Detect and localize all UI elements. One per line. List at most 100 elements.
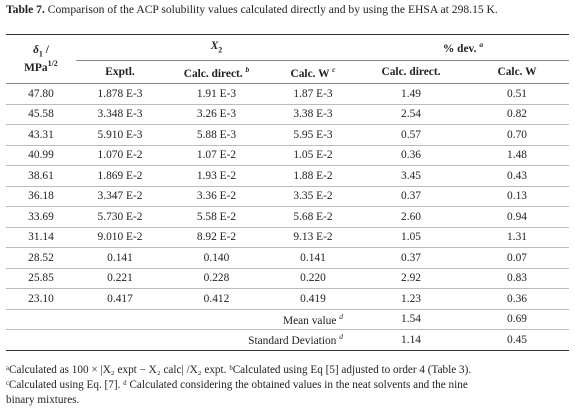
cell-calc-direct: 3.26 E-3: [164, 104, 269, 125]
header-row-1: δ1 / MPa1/2 X2 % dev. a: [6, 34, 569, 84]
cell-delta: 23.10: [6, 288, 76, 310]
table-row: 47.80 1.878 E-3 1.91 E-3 1.87 E-3 1.49 0.51: [6, 83, 569, 105]
table-row: 25.85 0.221 0.228 0.220 2.92 0.83: [6, 268, 569, 289]
cell-dev-w: 0.83: [465, 268, 569, 289]
cell-calc-direct: 8.92 E-2: [164, 227, 269, 248]
cell-exptl: 0.221: [76, 268, 164, 289]
cell-exptl: 5.730 E-2: [76, 206, 164, 228]
sd-row: Standard Deviation d 1.14 0.45: [6, 329, 569, 351]
cell-calc-w: 0.220: [269, 268, 357, 289]
col-exptl-header: Exptl.: [76, 60, 164, 84]
cell-calc-w: 0.419: [269, 288, 357, 310]
cell-calc-direct: 0.140: [164, 247, 269, 269]
cell-dev-w: 1.48: [465, 145, 569, 166]
solubility-table: δ1 / MPa1/2 X2 % dev. a Exptl. Calc. dir…: [6, 34, 569, 351]
cell-calc-direct: 5.88 E-3: [164, 124, 269, 146]
table-row: 33.69 5.730 E-2 5.58 E-2 5.68 E-2 2.60 0.94: [6, 206, 569, 228]
sd-w: 0.45: [465, 329, 569, 351]
cell-dev-direct: 1.23: [357, 288, 465, 310]
cell-delta: 36.18: [6, 186, 76, 207]
x2-group-header: X2: [76, 34, 357, 61]
footnote-line-1: ᵃCalculated as 100 × |X₂ expt − X₂ calc|…: [6, 364, 472, 376]
sd-direct: 1.14: [357, 329, 465, 351]
table-row: 36.18 3.347 E-2 3.36 E-2 3.35 E-2 0.37 0.13: [6, 186, 569, 207]
mean-row: Mean value d 1.54 0.69: [6, 309, 569, 330]
cell-exptl: 1.869 E-2: [76, 165, 164, 187]
cell-calc-w: 0.141: [269, 247, 357, 269]
cell-dev-direct: 0.36: [357, 145, 465, 166]
cell-dev-direct: 2.60: [357, 206, 465, 228]
cell-delta: 38.61: [6, 165, 76, 187]
cell-delta: 47.80: [6, 83, 76, 105]
table-caption: Table 7. Comparison of the ACP solubilit…: [6, 2, 571, 17]
cell-exptl: 3.347 E-2: [76, 186, 164, 207]
cell-dev-direct: 3.45: [357, 165, 465, 187]
cell-calc-direct: 0.412: [164, 288, 269, 310]
cell-delta: 45.58: [6, 104, 76, 125]
cell-exptl: 5.910 E-3: [76, 124, 164, 146]
cell-calc-direct: 1.93 E-2: [164, 165, 269, 187]
cell-dev-w: 0.82: [465, 104, 569, 125]
cell-dev-direct: 0.57: [357, 124, 465, 146]
table-row: 45.58 3.348 E-3 3.26 E-3 3.38 E-3 2.54 0.82: [6, 104, 569, 125]
cell-calc-w: 1.87 E-3: [269, 83, 357, 105]
cell-dev-direct: 2.54: [357, 104, 465, 125]
col-calc-direct-header: Calc. direct. b: [164, 60, 269, 84]
cell-exptl: 1.070 E-2: [76, 145, 164, 166]
cell-dev-w: 0.36: [465, 288, 569, 310]
col-calc-w-header: Calc. W c: [269, 60, 357, 84]
cell-dev-direct: 1.49: [357, 83, 465, 105]
col-dev-calc-direct-header: Calc. direct.: [357, 60, 465, 84]
cell-dev-w: 0.70: [465, 124, 569, 146]
cell-dev-direct: 0.37: [357, 186, 465, 207]
cell-dev-w: 1.31: [465, 227, 569, 248]
cell-dev-direct: 0.37: [357, 247, 465, 269]
cell-calc-w: 9.13 E-2: [269, 227, 357, 248]
cell-delta: 40.99: [6, 145, 76, 166]
cell-dev-w: 0.94: [465, 206, 569, 228]
col-dev-calc-w-header: Calc. W: [465, 60, 569, 84]
cell-dev-direct: 1.05: [357, 227, 465, 248]
cell-exptl: 0.417: [76, 288, 164, 310]
cell-calc-direct: 1.91 E-3: [164, 83, 269, 105]
table-row: 28.52 0.141 0.140 0.141 0.37 0.07: [6, 247, 569, 269]
cell-delta: 33.69: [6, 206, 76, 228]
cell-exptl: 9.010 E-2: [76, 227, 164, 248]
cell-calc-w: 5.95 E-3: [269, 124, 357, 146]
caption-label: Table 7.: [6, 3, 45, 16]
cell-delta: 43.31: [6, 124, 76, 146]
sd-label: Standard Deviation d: [6, 329, 357, 351]
cell-calc-w: 1.05 E-2: [269, 145, 357, 166]
cell-calc-w: 3.38 E-3: [269, 104, 357, 125]
mean-w: 0.69: [465, 309, 569, 330]
cell-calc-w: 1.88 E-2: [269, 165, 357, 187]
cell-dev-w: 0.13: [465, 186, 569, 207]
footnote-line-2: ᶜCalculated using Eq. [7]. ᵈ Calculated …: [6, 379, 468, 391]
table-row: 31.14 9.010 E-2 8.92 E-2 9.13 E-2 1.05 1.31: [6, 227, 569, 248]
pct-dev-group-header: % dev. a: [357, 34, 569, 61]
footnotes: ᵃCalculated as 100 × |X₂ expt − X₂ calc|…: [6, 363, 572, 408]
cell-calc-w: 5.68 E-2: [269, 206, 357, 228]
footnote-line-3: binary mixtures.: [6, 394, 80, 406]
cell-calc-direct: 5.58 E-2: [164, 206, 269, 228]
cell-delta: 31.14: [6, 227, 76, 248]
cell-delta: 28.52: [6, 247, 76, 269]
cell-dev-w: 0.43: [465, 165, 569, 187]
table-row: 23.10 0.417 0.412 0.419 1.23 0.36: [6, 288, 569, 310]
table-row: 38.61 1.869 E-2 1.93 E-2 1.88 E-2 3.45 0.43: [6, 165, 569, 187]
cell-exptl: 3.348 E-3: [76, 104, 164, 125]
cell-exptl: 0.141: [76, 247, 164, 269]
header-row-2: Exptl. Calc. direct. b Calc. W c Calc. d…: [6, 60, 569, 84]
cell-calc-direct: 1.07 E-2: [164, 145, 269, 166]
delta-header: δ1 / MPa1/2: [6, 34, 76, 84]
cell-calc-direct: 3.36 E-2: [164, 186, 269, 207]
cell-dev-w: 0.07: [465, 247, 569, 269]
cell-dev-w: 0.51: [465, 83, 569, 105]
cell-dev-direct: 2.92: [357, 268, 465, 289]
cell-delta: 25.85: [6, 268, 76, 289]
mean-label: Mean value d: [6, 309, 357, 330]
mean-direct: 1.54: [357, 309, 465, 330]
table-row: 40.99 1.070 E-2 1.07 E-2 1.05 E-2 0.36 1.48: [6, 145, 569, 166]
cell-calc-direct: 0.228: [164, 268, 269, 289]
caption-text: Comparison of the ACP solubility values …: [44, 3, 498, 16]
